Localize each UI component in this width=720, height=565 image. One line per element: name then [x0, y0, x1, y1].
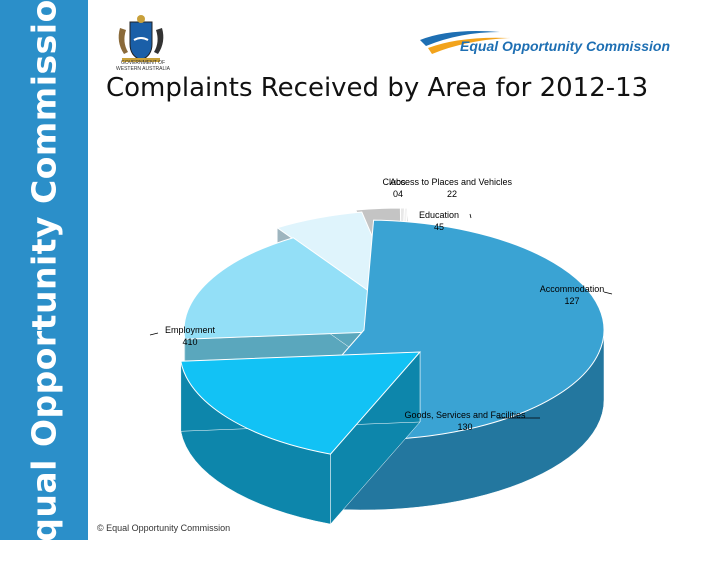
- slice-value: 127: [564, 296, 579, 306]
- slice-label: Education: [419, 210, 459, 220]
- slice-value: 04: [393, 189, 403, 199]
- government-crest-icon: [118, 15, 164, 62]
- copyright-footer: © Equal Opportunity Commission: [97, 523, 231, 533]
- commission-logo-text: Equal Opportunity Commission: [460, 38, 671, 54]
- commission-logo-icon: [420, 31, 510, 54]
- slice-value: 22: [447, 189, 457, 199]
- pie-chart: Employment 410 Goods, Services and Facilit…: [149, 177, 613, 525]
- sidebar: Equal Opportunity Commission: [0, 0, 88, 565]
- slice-label: Goods, Services and Facilities: [404, 410, 526, 420]
- chart-title: Complaints Received by Area for 2012-13: [106, 73, 649, 103]
- slice-label: Clubs: [382, 177, 406, 187]
- pie-slice-goods-services-and-facilities: [180, 351, 422, 455]
- slice-label: Employment: [165, 325, 216, 335]
- slice-value: 45: [434, 222, 444, 232]
- government-label: GOVERNMENT OF WESTERN AUSTRALIA: [116, 60, 170, 72]
- slice-label: Accommodation: [540, 284, 605, 294]
- slice-label: Access to Places and Vehicles: [390, 177, 513, 187]
- pie-slice-accommodation: [183, 237, 426, 340]
- leader-line: [149, 332, 159, 336]
- leader-line: [469, 213, 472, 219]
- slice-value: 410: [182, 337, 197, 347]
- slice-value: 130: [457, 422, 472, 432]
- leader-line: [603, 291, 613, 295]
